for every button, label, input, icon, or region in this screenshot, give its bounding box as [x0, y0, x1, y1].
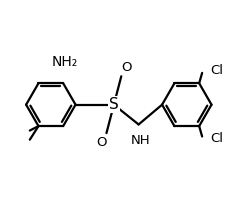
Text: Cl: Cl: [210, 64, 223, 77]
Text: O: O: [96, 136, 106, 149]
Text: O: O: [122, 61, 132, 74]
Text: Cl: Cl: [210, 132, 223, 145]
Text: NH: NH: [131, 134, 150, 147]
Text: NH₂: NH₂: [51, 55, 78, 69]
Text: S: S: [109, 97, 119, 112]
